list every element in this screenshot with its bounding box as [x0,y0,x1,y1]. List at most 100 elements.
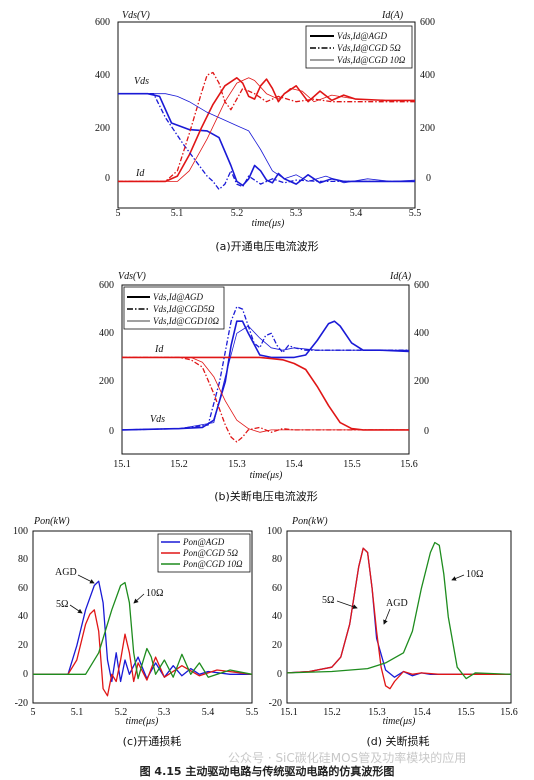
chart-a-xtick: 5.1 [171,208,184,219]
chart-a-annotation-vds: Vds [134,76,149,87]
chart-b-annotation-id: Id [154,344,164,355]
chart-b-ylabel-left: Vds(V) [118,271,146,282]
chart-b-xtick: 15.2 [170,459,188,470]
chart-a-ytick-right: 600 [420,17,435,28]
chart-b-xtick: 15.4 [285,459,303,470]
chart-b-xtick: 15.6 [400,459,418,470]
chart-b-ytick-right: 200 [414,376,429,387]
chart-b-legend-label: Vds,Id@CGD5Ω [153,304,215,314]
chart-a-legend-label: Vds,Id@CGD 5Ω [337,43,401,53]
chart-a-annotation-id: Id [135,168,145,179]
chart-d-yticks: 100 80 60 40 20 0 -20 [267,526,282,709]
chart-b-ytick-right: 0 [424,426,429,437]
chart-c-xticks: 5 5.1 5.2 5.3 5.4 5.5 [31,707,259,718]
chart-d-ytick: 100 [267,526,282,537]
chart-d-xtick: 15.4 [413,707,431,718]
chart-c-xtick: 5.2 [115,707,128,718]
chart-a-left-ticks: 600 400 200 0 [95,17,110,184]
chart-c-ytick: -20 [15,698,28,709]
chart-c-xtick: 5.5 [246,707,259,718]
chart-d-series-line-1 [286,547,511,690]
chart-c-xtick: 5.3 [158,707,171,718]
chart-a-ytick-right: 200 [420,123,435,134]
chart-d-series-line-2 [286,541,512,680]
chart-b-xtick: 15.3 [228,459,246,470]
chart-a-ytick-right: 400 [420,70,435,81]
chart-c-ylabel: Pon(kW) [33,516,70,527]
chart-b-legend-label: Vds,Id@CGD10Ω [153,316,220,326]
chart-a-xtick: 5 [116,208,121,219]
chart-d-annotation-agd: AGD [386,598,408,609]
chart-a-xticks: 5 5.1 5.2 5.3 5.4 5.5 [116,208,422,219]
chart-c-series-line-2 [33,581,253,680]
figure-caption: 图 4.15 主动驱动电路与传统驱动电路的仿真波形图 [140,764,395,778]
chart-c-annotation-5ohm: 5Ω [56,599,68,610]
chart-b-legend-box [123,286,225,330]
chart-b-series-line-1 [122,356,409,431]
chart-a-caption: (a)开通电压电流波形 [215,239,318,253]
chart-c-series-line-0 [33,580,252,683]
chart-b-series-line-5 [122,356,409,433]
chart-a-series-line-5 [118,77,415,182]
chart-a-xtick: 5.3 [290,208,303,219]
chart-a-ytick: 0 [105,173,110,184]
chart-b-xticks: 15.1 15.2 15.3 15.4 15.5 15.6 [113,459,418,470]
chart-d-ytick: 60 [272,583,282,594]
chart-b-ytick-right: 400 [414,328,429,339]
chart-a-ytick: 200 [95,123,110,134]
chart-b-right-ticks: 600 400 200 0 [414,280,429,437]
chart-d-annotation-5ohm: 5Ω [322,595,334,606]
chart-d-ylabel: Pon(kW) [291,516,328,527]
chart-d-xlabel: time(μs) [383,716,416,727]
chart-c-annotation-arrow [133,593,145,604]
watermark: 公众号 · SiC碳化硅MOS管及功率模块的应用 [228,750,466,765]
chart-a-ylabel-right: Id(A) [381,10,404,21]
chart-b-turn-off-voltage-current: 600 400 200 0 600 400 200 0 15.1 15.2 15… [99,271,429,503]
chart-a-ytick: 600 [95,17,110,28]
chart-a-xtick: 5.5 [409,208,422,219]
chart-b-ytick: 0 [109,426,114,437]
chart-b-legend: Vds,Id@AGD Vds,Id@CGD5Ω Vds,Id@CGD10Ω [123,286,225,330]
chart-a-xtick: 5.4 [350,208,363,219]
chart-c-annotation-arrow [69,604,83,614]
chart-b-ytick-right: 600 [414,280,429,291]
chart-d-turn-off-loss: 100 80 60 40 20 0 -20 15.1 15.2 15.3 15.… [267,516,518,748]
chart-a-xlabel: time(μs) [252,218,285,229]
chart-b-ytick: 400 [99,328,114,339]
chart-a-turn-on-voltage-current: 600 400 200 0 600 400 200 0 5 5.1 5.2 5.… [95,10,435,253]
chart-c-turn-on-loss: 100 80 60 40 20 0 -20 5 5.1 5.2 5.3 5.4 … [13,516,258,748]
chart-b-series-line-0 [121,320,410,431]
chart-c-xtick: 5.4 [202,707,215,718]
chart-d-caption: (d) 关断损耗 [366,734,429,748]
chart-c-legend-label: Pon@CGD 5Ω [182,548,239,558]
chart-b-xtick: 15.5 [343,459,361,470]
chart-b-series-line-3 [122,356,409,443]
chart-b-ylabel-right: Id(A) [389,271,412,282]
chart-a-ylabel-left: Vds(V) [122,10,150,21]
chart-a-legend-label: Vds,Id@AGD [337,31,388,41]
chart-d-xtick: 15.2 [323,707,341,718]
chart-b-xlabel: time(μs) [250,470,283,481]
chart-b-caption: (b)关断电压电流波形 [214,489,318,503]
chart-b-series-line-2 [121,306,409,431]
chart-a-ytick: 400 [95,70,110,81]
chart-a-series-group [118,71,416,191]
chart-d-xtick: 15.3 [368,707,386,718]
chart-b-series-line-4 [121,325,409,431]
chart-c-ytick: 0 [23,669,28,680]
chart-c-annotation-agd: AGD [55,567,77,578]
chart-d-annotation-10ohm: 10Ω [466,569,483,580]
chart-d-ytick: -20 [269,698,282,709]
chart-c-annotation-10ohm: 10Ω [146,588,163,599]
chart-b-left-ticks: 600 400 200 0 [99,280,114,437]
chart-c-ytick: 100 [13,526,28,537]
chart-a-series-line-3 [118,71,415,183]
chart-d-xticks: 15.1 15.2 15.3 15.4 15.5 15.6 [280,707,518,718]
chart-d-annotation-arrow [336,600,358,609]
chart-b-legend-label: Vds,Id@AGD [153,292,204,302]
chart-b-annotation-vds: Vds [150,414,165,425]
chart-a-ytick-right: 0 [426,173,431,184]
chart-c-ytick: 40 [18,611,28,622]
chart-b-xtick: 15.1 [113,459,131,470]
